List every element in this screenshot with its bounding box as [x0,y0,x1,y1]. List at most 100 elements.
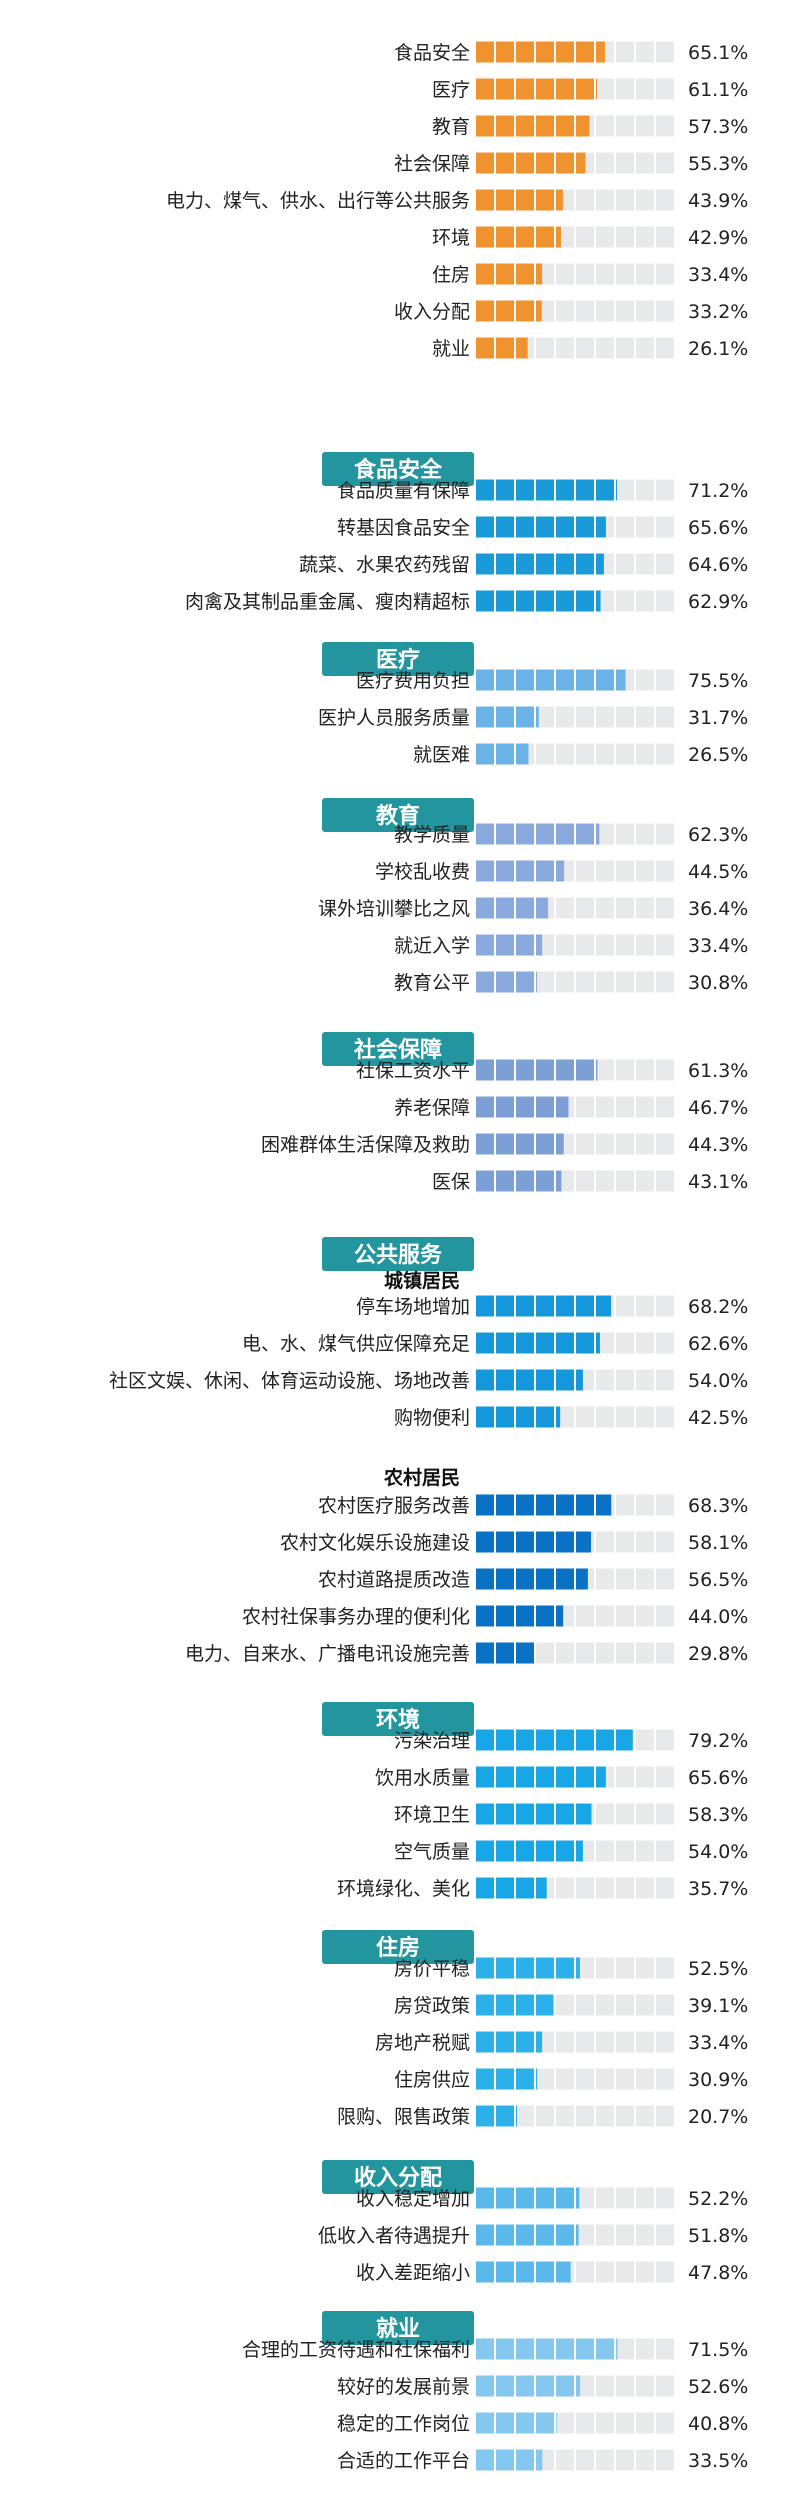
bar-track-segment [656,1494,674,1516]
bar-segment [536,971,537,993]
bar-track-segment [636,2449,654,2471]
bar-track-segment [576,1877,594,1899]
bar-segment [516,1494,534,1516]
bar-segment [536,2068,538,2090]
bar-track-segment [576,2187,594,2209]
bar-label: 房价平稳 [394,1958,470,1980]
bar-track-segment [656,1642,674,1664]
bar-segment [516,897,534,919]
bar-track-segment [616,1332,634,1354]
bar-track-segment [636,189,654,211]
bar-segment [476,1568,494,1590]
bar-track-segment [616,971,634,993]
bar-track-segment [636,1133,654,1155]
bar-segment [536,1133,554,1155]
section-header: 社会保障 [354,1037,442,1063]
bar-track-segment [656,2375,674,2397]
bar-segment [496,1133,514,1155]
bar-segment [536,1096,554,1118]
bar-segment [516,2412,534,2434]
bar-track-segment [656,1295,674,1317]
bar-track-segment [636,1059,654,1081]
section-header: 教育 [376,803,420,829]
bar-track-segment [616,1568,634,1590]
bar-segment [496,189,514,211]
bar-track-segment [616,706,634,728]
bar-segment [556,1531,574,1553]
bar-track-segment [636,860,654,882]
bar-track-segment [656,2031,674,2053]
bar-segment [476,115,494,137]
bar-segment [496,263,514,285]
bar-track-segment [616,2261,634,2283]
bar-track-segment [656,590,674,612]
bar-track-segment [596,1133,614,1155]
bar-value-label: 65.1% [688,42,748,64]
bar-track-segment [636,1494,654,1516]
bar-segment [536,1059,554,1081]
bar-segment [516,263,534,285]
bar-label: 污染治理 [394,1730,470,1752]
bar-track-segment [656,2224,674,2246]
section-header: 收入分配 [354,2165,442,2191]
bar-label: 收入分配 [394,301,470,323]
bar-track-segment [596,743,614,765]
bar-label: 教学质量 [394,824,470,846]
bar-value-label: 42.5% [688,1407,748,1429]
bar-track-segment [636,1766,654,1788]
bar-segment [616,479,617,501]
bar-segment [516,226,534,248]
bar-segment [476,2187,494,2209]
bar-segment [556,78,574,100]
bar-track-segment [616,1133,634,1155]
bar-track-segment [656,971,674,993]
bar-track-segment [596,1568,614,1590]
bar-segment [576,590,594,612]
bar-segment [496,226,514,248]
bar-segment [476,479,494,501]
bar-value-label: 44.3% [688,1134,748,1156]
bar-segment [536,669,554,691]
bar-track-segment [616,1494,634,1516]
bar-segment [536,1406,554,1428]
bar-value-label: 71.2% [688,480,748,502]
bar-track-segment [616,1406,634,1428]
bar-track-segment [576,1642,594,1664]
bar-value-label: 68.3% [688,1495,748,1517]
bar-track-segment [596,823,614,845]
section-header: 公共服务 [354,1243,443,1268]
bar-label: 农村文化娱乐设施建设 [280,1532,470,1554]
bar-segment [496,669,514,691]
bar-track-segment [596,189,614,211]
bar-track-segment [656,78,674,100]
bar-track-segment [576,1994,594,2016]
bar-track-segment [656,1369,674,1391]
bar-track-segment [656,1133,674,1155]
bar-segment [536,1840,554,1862]
bar-value-label: 71.5% [688,2339,748,2361]
bar-track-segment [636,1729,654,1751]
bar-track-segment [596,1170,614,1192]
bar-track-segment [656,1332,674,1354]
bar-segment [556,1803,574,1825]
bar-track-segment [656,1766,674,1788]
bar-segment [536,1605,554,1627]
bar-track-segment [636,41,654,63]
bar-track-segment [536,337,554,359]
bar-segment [496,1332,514,1354]
bar-value-label: 62.6% [688,1333,748,1355]
bar-segment [556,2412,557,2434]
bar-value-label: 26.5% [688,744,748,766]
bar-track-segment [576,2449,594,2471]
bar-segment [576,1531,592,1553]
bar-label: 住房 [432,264,470,286]
bar-segment [576,669,594,691]
bar-label: 饮用水质量 [375,1767,470,1789]
bar-track-segment [616,226,634,248]
bar-track-segment [616,1605,634,1627]
bar-segment [476,300,494,322]
bar-segment [516,1766,534,1788]
bar-track-segment [636,1332,654,1354]
bar-segment [476,2261,494,2283]
bar-value-label: 20.7% [688,2106,748,2128]
